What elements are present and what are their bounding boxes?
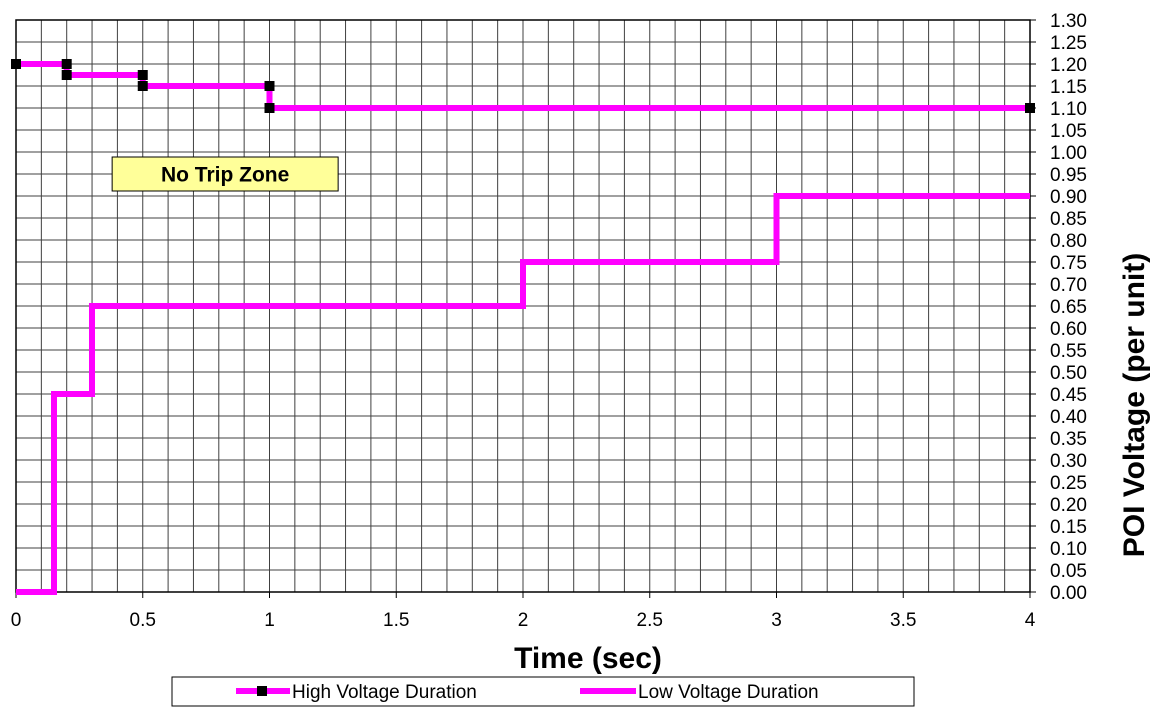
y-tick-label: 0.40: [1050, 407, 1087, 428]
x-tick-label: 3.5: [890, 610, 916, 631]
y-tick-label: 1.30: [1050, 11, 1087, 32]
y-tick-label: 1.15: [1050, 77, 1087, 98]
y-tick-label: 0.15: [1050, 517, 1087, 538]
series-marker-high-voltage-duration: [61, 59, 72, 69]
x-tick-label: 0: [11, 610, 22, 631]
x-tick-label: 2: [518, 610, 529, 631]
y-tick-label: 0.10: [1050, 539, 1087, 560]
tick-labels: 0.000.050.100.150.200.250.300.350.400.45…: [11, 11, 1087, 631]
y-axis-title: POI Voltage (per unit): [1118, 253, 1151, 557]
x-axis-title: Time (sec): [514, 642, 662, 675]
y-tick-label: 0.70: [1050, 275, 1087, 296]
y-tick-label: 0.80: [1050, 231, 1087, 252]
series-layer: [11, 59, 1035, 595]
y-tick-label: 1.05: [1050, 121, 1087, 142]
legend: High Voltage Duration Low Voltage Durati…: [171, 676, 915, 707]
x-tick-label: 1.5: [383, 610, 409, 631]
y-tick-label: 0.45: [1050, 385, 1087, 406]
series-marker-high-voltage-duration: [137, 70, 148, 80]
x-tick-label: 0.5: [130, 610, 156, 631]
y-tick-label: 0.30: [1050, 451, 1087, 472]
y-tick-label: 0.00: [1050, 583, 1087, 604]
y-tick-label: 0.90: [1050, 187, 1087, 208]
y-tick-label: 1.25: [1050, 33, 1087, 54]
legend-marker-high-voltage: [257, 686, 267, 696]
series-line-low-voltage-duration: [16, 193, 1030, 595]
y-tick-label: 1.10: [1050, 99, 1087, 120]
y-tick-label: 1.20: [1050, 55, 1087, 76]
y-tick-label: 0.65: [1050, 297, 1087, 318]
y-tick-label: 0.55: [1050, 341, 1087, 362]
series-marker-high-voltage-duration: [11, 59, 21, 69]
no-trip-zone-annotation: No Trip Zone: [111, 156, 339, 192]
x-tick-label: 3: [771, 610, 782, 631]
no-trip-zone-label: No Trip Zone: [161, 164, 289, 187]
series-marker-high-voltage-duration: [264, 103, 275, 113]
series-marker-high-voltage-duration: [264, 81, 275, 91]
series-marker-high-voltage-duration: [61, 70, 72, 80]
y-tick-label: 0.20: [1050, 495, 1087, 516]
series-marker-high-voltage-duration: [137, 81, 148, 91]
y-tick-label: 0.25: [1050, 473, 1087, 494]
legend-box: [171, 676, 915, 707]
no-trip-zone-box: [111, 156, 339, 192]
y-tick-label: 1.00: [1050, 143, 1087, 164]
x-tick-label: 4: [1025, 610, 1036, 631]
legend-label-low-voltage: Low Voltage Duration: [638, 682, 819, 703]
series-marker-high-voltage-duration: [1025, 103, 1035, 113]
y-tick-label: 0.35: [1050, 429, 1087, 450]
x-tick-label: 2.5: [637, 610, 663, 631]
x-tick-label: 1: [264, 610, 275, 631]
y-tick-label: 0.75: [1050, 253, 1087, 274]
legend-label-high-voltage: High Voltage Duration: [292, 682, 477, 703]
y-tick-label: 0.95: [1050, 165, 1087, 186]
y-tick-label: 0.85: [1050, 209, 1087, 230]
y-tick-label: 0.50: [1050, 363, 1087, 384]
y-tick-label: 0.60: [1050, 319, 1087, 340]
y-tick-label: 0.05: [1050, 561, 1087, 582]
